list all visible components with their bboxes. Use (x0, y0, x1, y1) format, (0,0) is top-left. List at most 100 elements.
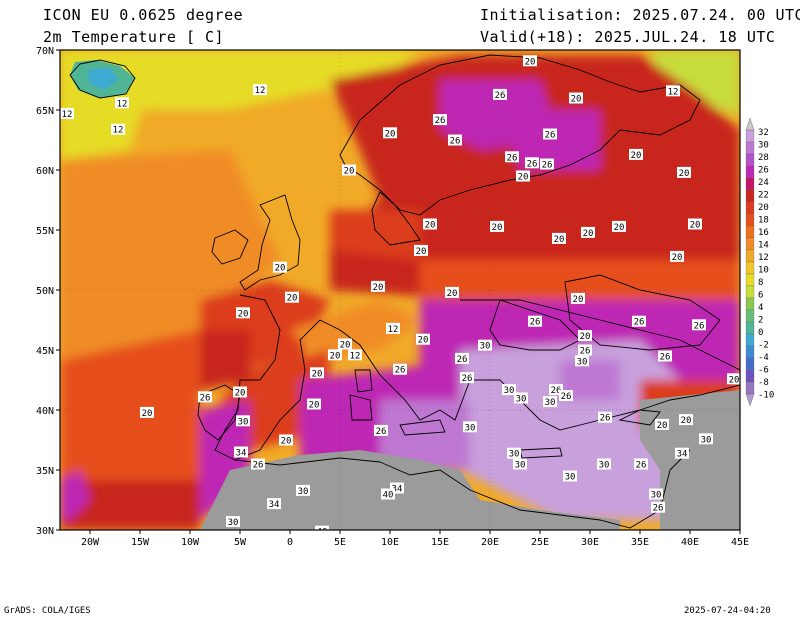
colorbar-swatch (745, 177, 755, 191)
colorbar-swatch (745, 201, 755, 215)
contour-label: 26 (559, 390, 573, 402)
contour-label: 26 (540, 158, 554, 171)
contour-value: 26 (634, 318, 645, 328)
colorbar-swatch (745, 357, 755, 371)
lon-label: 20W (81, 537, 100, 548)
colorbar-swatch (745, 369, 755, 383)
contour-label: 26 (460, 372, 474, 384)
contour-label: 30 (649, 488, 663, 501)
contour-value: 26 (653, 504, 664, 514)
contour-label: 34 (675, 447, 689, 460)
contour-label: 26 (598, 411, 612, 424)
footer-timestamp: 2025-07-24-04:20 (684, 606, 771, 616)
lat-label: 50N (36, 286, 54, 297)
colorbar-label: 22 (758, 191, 769, 201)
colorbar-swatch (745, 345, 755, 359)
contour-value: 26 (495, 91, 506, 101)
contour-value: 26 (580, 347, 591, 357)
contour-label: 12 (666, 85, 680, 97)
contour-value: 26 (527, 159, 538, 169)
contour-value: 20 (373, 283, 384, 293)
contour-label: 20 (273, 261, 287, 274)
contour-label: 20 (342, 164, 356, 177)
contour-label: 26 (692, 319, 706, 331)
colorbar-swatch (745, 153, 755, 167)
contour-label: 26 (493, 88, 507, 101)
contour-label: 20 (416, 333, 430, 346)
colorbar-swatch (745, 273, 755, 287)
colorbar-label: 8 (758, 278, 763, 288)
colorbar-swatch (745, 285, 755, 299)
colorbar-label: -8 (758, 378, 769, 388)
contour-label: 26 (448, 134, 462, 147)
contour-label: 26 (658, 350, 672, 363)
contour-value: 20 (344, 167, 355, 177)
contour-label: 20 (552, 232, 566, 245)
colorbar-label: 6 (758, 291, 763, 301)
contour-label: 20 (581, 226, 595, 239)
contour-label: 20 (612, 220, 626, 233)
contour-label: 34 (390, 482, 404, 495)
contour-value: 20 (672, 253, 683, 263)
colorbar-label: 18 (758, 216, 769, 226)
contour-value: 34 (236, 449, 247, 459)
contour-value: 26 (462, 374, 473, 384)
contour-value: 26 (660, 353, 671, 363)
colorbar-label: 12 (758, 253, 769, 263)
lon-label: 10E (381, 537, 399, 548)
lon-label: 10W (181, 537, 200, 548)
contour-value: 20 (425, 221, 436, 231)
contour-value: 34 (269, 500, 280, 510)
contour-label: 30 (563, 470, 577, 483)
contour-label: 26 (374, 424, 388, 437)
contour-value: 20 (340, 341, 351, 351)
contour-label: 30 (507, 447, 521, 460)
contour-value: 26 (395, 366, 406, 376)
colorbar-swatch (745, 309, 755, 323)
contour-label: 26 (549, 384, 563, 396)
contour-value: 20 (312, 369, 323, 379)
contour-label: 26 (455, 352, 469, 365)
colorbar-swatch (745, 333, 755, 347)
lon-label: 15W (131, 537, 150, 548)
contour-label: 20 (279, 434, 293, 447)
contour-value: 26 (435, 116, 446, 126)
colorbar-label: 16 (758, 228, 769, 238)
contour-label: 20 (670, 250, 684, 263)
colorbar-swatch (745, 189, 755, 203)
contour-label: 20 (490, 220, 504, 233)
contour-value: 26 (542, 161, 553, 171)
lon-label: 5E (334, 537, 346, 548)
colorbar-label: 4 (758, 303, 763, 313)
contour-label: 26 (393, 363, 407, 376)
colorbar-label: 30 (758, 141, 769, 151)
colorbar-label: 20 (758, 203, 769, 213)
contour-value: 20 (492, 223, 503, 233)
contour-label: 30 (575, 355, 589, 367)
contour-value: 20 (447, 289, 458, 299)
contour-value: 30 (218, 535, 229, 545)
contour-label: 26 (198, 391, 212, 403)
contour-value: 26 (457, 355, 468, 365)
contour-value: 30 (465, 423, 476, 433)
contour-value: 20 (385, 129, 396, 139)
colorbar-label: -2 (758, 341, 769, 351)
contour-value: 26 (507, 153, 518, 163)
contour-value: 30 (565, 473, 576, 483)
contour-label: 30 (463, 421, 477, 433)
latitude-axis: 70N 65N 60N 55N 50N 45N 40N 35N 30N (36, 46, 60, 537)
contour-label: 20 (383, 127, 397, 139)
lat-label: 30N (36, 526, 54, 537)
contour-value: 26 (551, 386, 562, 396)
contour-value: 20 (583, 229, 594, 239)
contour-label: 12 (115, 97, 129, 109)
footer-credit: GrADS: COLA/IGES (4, 606, 91, 616)
contour-value: 20 (281, 437, 292, 447)
contour-value: 40 (317, 528, 328, 538)
valid-time: Valid(+18): 2025.JUL.24. 18 UTC (480, 28, 776, 46)
contour-label: 30 (236, 415, 250, 427)
contour-label: 20 (727, 373, 740, 385)
contour-value: 20 (287, 294, 298, 304)
contour-value: 20 (580, 332, 591, 342)
